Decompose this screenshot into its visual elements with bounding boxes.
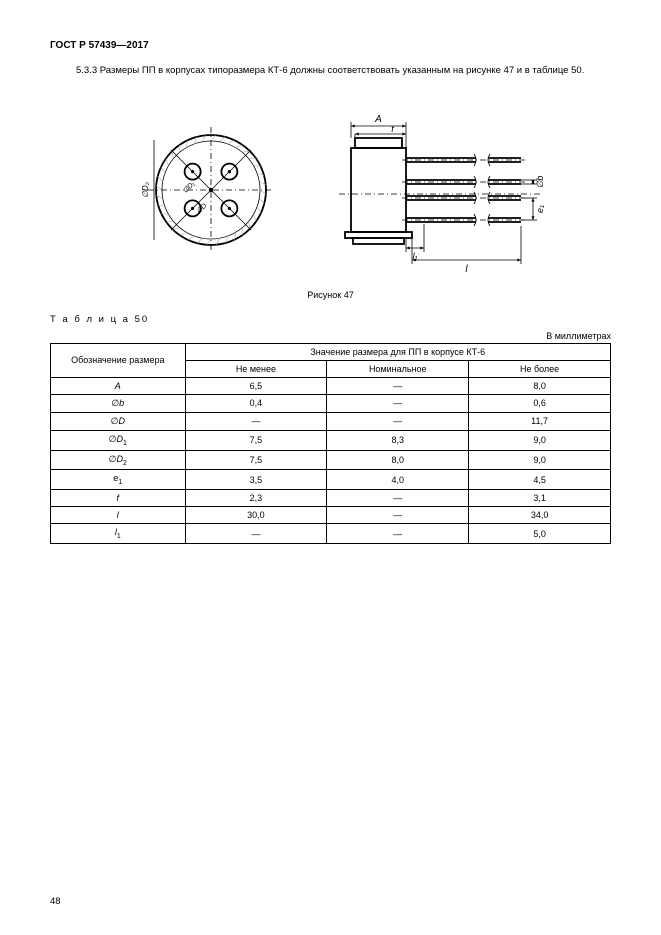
svg-text:l₁: l₁ [412,251,417,261]
cell-param: ∅D1 [51,430,186,450]
cell-param: ∅D [51,412,186,430]
cell-param: e1 [51,470,186,490]
cell-min: 2,3 [185,490,327,507]
table-row: l1——5,0 [51,524,611,544]
svg-text:A: A [374,114,382,125]
cell-min: 30,0 [185,507,327,524]
th-min: Не менее [185,360,327,377]
table-row: ∅D17,58,39,0 [51,430,611,450]
svg-text:∅D₂: ∅D₂ [141,182,150,198]
doc-header: ГОСТ Р 57439—2017 [50,40,611,51]
cell-min: 7,5 [185,450,327,470]
th-param: Обозначение размера [51,343,186,377]
cell-min: 0,4 [185,394,327,412]
cell-max: 34,0 [469,507,611,524]
cell-nom: — [327,394,469,412]
table-row: ∅b0,4—0,6 [51,394,611,412]
table-unit: В миллиметрах [50,331,611,341]
cell-param: l [51,507,186,524]
cell-nom: — [327,490,469,507]
cell-nom: — [327,377,469,394]
cell-param: A [51,377,186,394]
cell-max: 3,1 [469,490,611,507]
cell-min: — [185,524,327,544]
cell-max: 5,0 [469,524,611,544]
cell-nom: — [327,524,469,544]
table-row: f2,3—3,1 [51,490,611,507]
figure-47: ∅D₁ ∅D ∅D₂ Af l l₁ ∅b e₁ [50,90,611,280]
cell-max: 11,7 [469,412,611,430]
cell-min: 6,5 [185,377,327,394]
cell-nom: — [327,412,469,430]
paragraph-5-3-3: 5.3.3 Размеры ПП в корпусах типоразмера … [50,65,611,78]
svg-text:∅D: ∅D [195,202,208,215]
cell-nom: 8,3 [327,430,469,450]
cell-param: ∅D2 [51,450,186,470]
cell-max: 9,0 [469,430,611,450]
table-row: ∅D——11,7 [51,412,611,430]
svg-text:e₁: e₁ [535,205,545,213]
cell-nom: 8,0 [327,450,469,470]
th-max: Не более [469,360,611,377]
figure-caption: Рисунок 47 [50,290,611,300]
svg-text:∅D₁: ∅D₁ [182,180,197,195]
table-50: Обозначение размера Значение размера для… [50,343,611,544]
cell-param: ∅b [51,394,186,412]
table-row: l30,0—34,0 [51,507,611,524]
table-row: e13,54,04,5 [51,470,611,490]
table-label: Т а б л и ц а 50 [50,314,611,325]
cell-nom: 4,0 [327,470,469,490]
table-row: ∅D27,58,09,0 [51,450,611,470]
cell-min: 3,5 [185,470,327,490]
th-nom: Номинальное [327,360,469,377]
cell-param: f [51,490,186,507]
cell-max: 4,5 [469,470,611,490]
svg-text:∅b: ∅b [535,175,545,188]
th-group: Значение размера для ПП в корпусе КТ-6 [185,343,610,360]
svg-text:f: f [391,124,395,134]
cell-max: 9,0 [469,450,611,470]
svg-text:l: l [465,264,468,275]
cell-max: 0,6 [469,394,611,412]
cell-min: 7,5 [185,430,327,450]
cell-nom: — [327,507,469,524]
cell-min: — [185,412,327,430]
cell-max: 8,0 [469,377,611,394]
table-row: A6,5—8,0 [51,377,611,394]
cell-param: l1 [51,524,186,544]
page-number: 48 [50,896,61,907]
